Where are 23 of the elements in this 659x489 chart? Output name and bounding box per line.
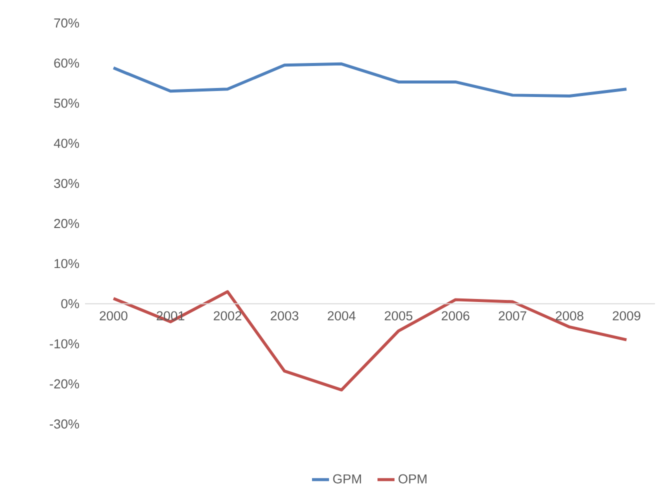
line-series <box>112 62 628 98</box>
legend-label: OPM <box>398 474 426 484</box>
x-tick-label: 2005 <box>384 311 412 320</box>
y-tick-label: 70% <box>54 18 80 28</box>
x-tick-label: 2004 <box>328 311 356 320</box>
x-tick-label: 2002 <box>214 311 242 320</box>
x-tick-label: 2000 <box>100 311 128 320</box>
x-tick-label: 2006 <box>442 311 470 320</box>
y-tick-label: -10% <box>50 339 80 348</box>
y-tick-label: -30% <box>50 419 80 429</box>
x-tick-label: 2009 <box>612 311 640 320</box>
y-tick-label: 20% <box>54 218 80 228</box>
x-tick-label: 2007 <box>498 311 526 320</box>
y-tick-label: 50% <box>54 98 80 108</box>
x-tick-label: 2008 <box>556 311 584 320</box>
y-tick-label: 30% <box>54 178 80 188</box>
x-tick-label: 2003 <box>270 311 298 320</box>
y-tick-label: 10% <box>54 259 80 268</box>
y-tick-label: -20% <box>50 379 80 388</box>
legend-label: GPM <box>333 474 361 484</box>
y-tick-label: 40% <box>54 138 80 148</box>
y-tick-label: 60% <box>54 58 80 68</box>
y-tick-label: 0% <box>61 299 80 308</box>
